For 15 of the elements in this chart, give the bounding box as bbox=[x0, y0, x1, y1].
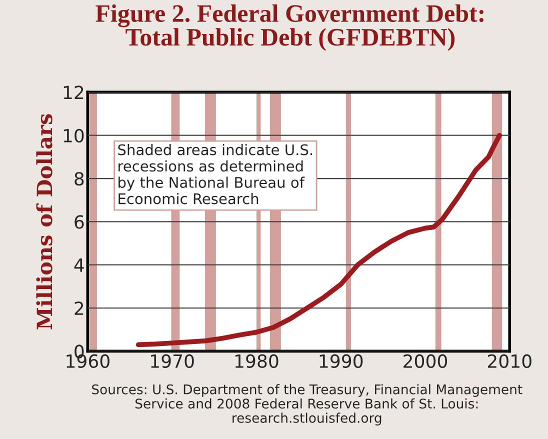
y-tick-label: 2 bbox=[74, 301, 84, 315]
chart-title: Figure 2. Federal Government Debt: Total Public Debt (GFDEBTN) bbox=[96, 4, 484, 51]
y-tick-label: 8 bbox=[74, 172, 84, 186]
x-tick-label: 1970 bbox=[151, 354, 194, 368]
x-tick-label: 2000 bbox=[404, 354, 448, 368]
x-tick-label: 1990 bbox=[320, 354, 363, 368]
y-axis-title: Millions of Dollars bbox=[36, 114, 52, 330]
source-note: Sources: U.S. Department of the Treasury, Financial Management Service and 2008 Federal Reserve Bank of St. Louis: research.stlouisfed.org bbox=[92, 384, 522, 426]
x-tick-label: 2010 bbox=[488, 354, 532, 368]
y-tick-label: 6 bbox=[74, 215, 84, 229]
y-tick-label: 4 bbox=[74, 258, 84, 272]
x-tick-label: 1980 bbox=[235, 354, 278, 368]
y-tick-label: 12 bbox=[64, 86, 84, 100]
annotation: Shaded areas indicate U.S. recessions as determined by the National Bureau of Economic Research bbox=[118, 144, 312, 204]
y-tick-label: 10 bbox=[64, 128, 84, 142]
